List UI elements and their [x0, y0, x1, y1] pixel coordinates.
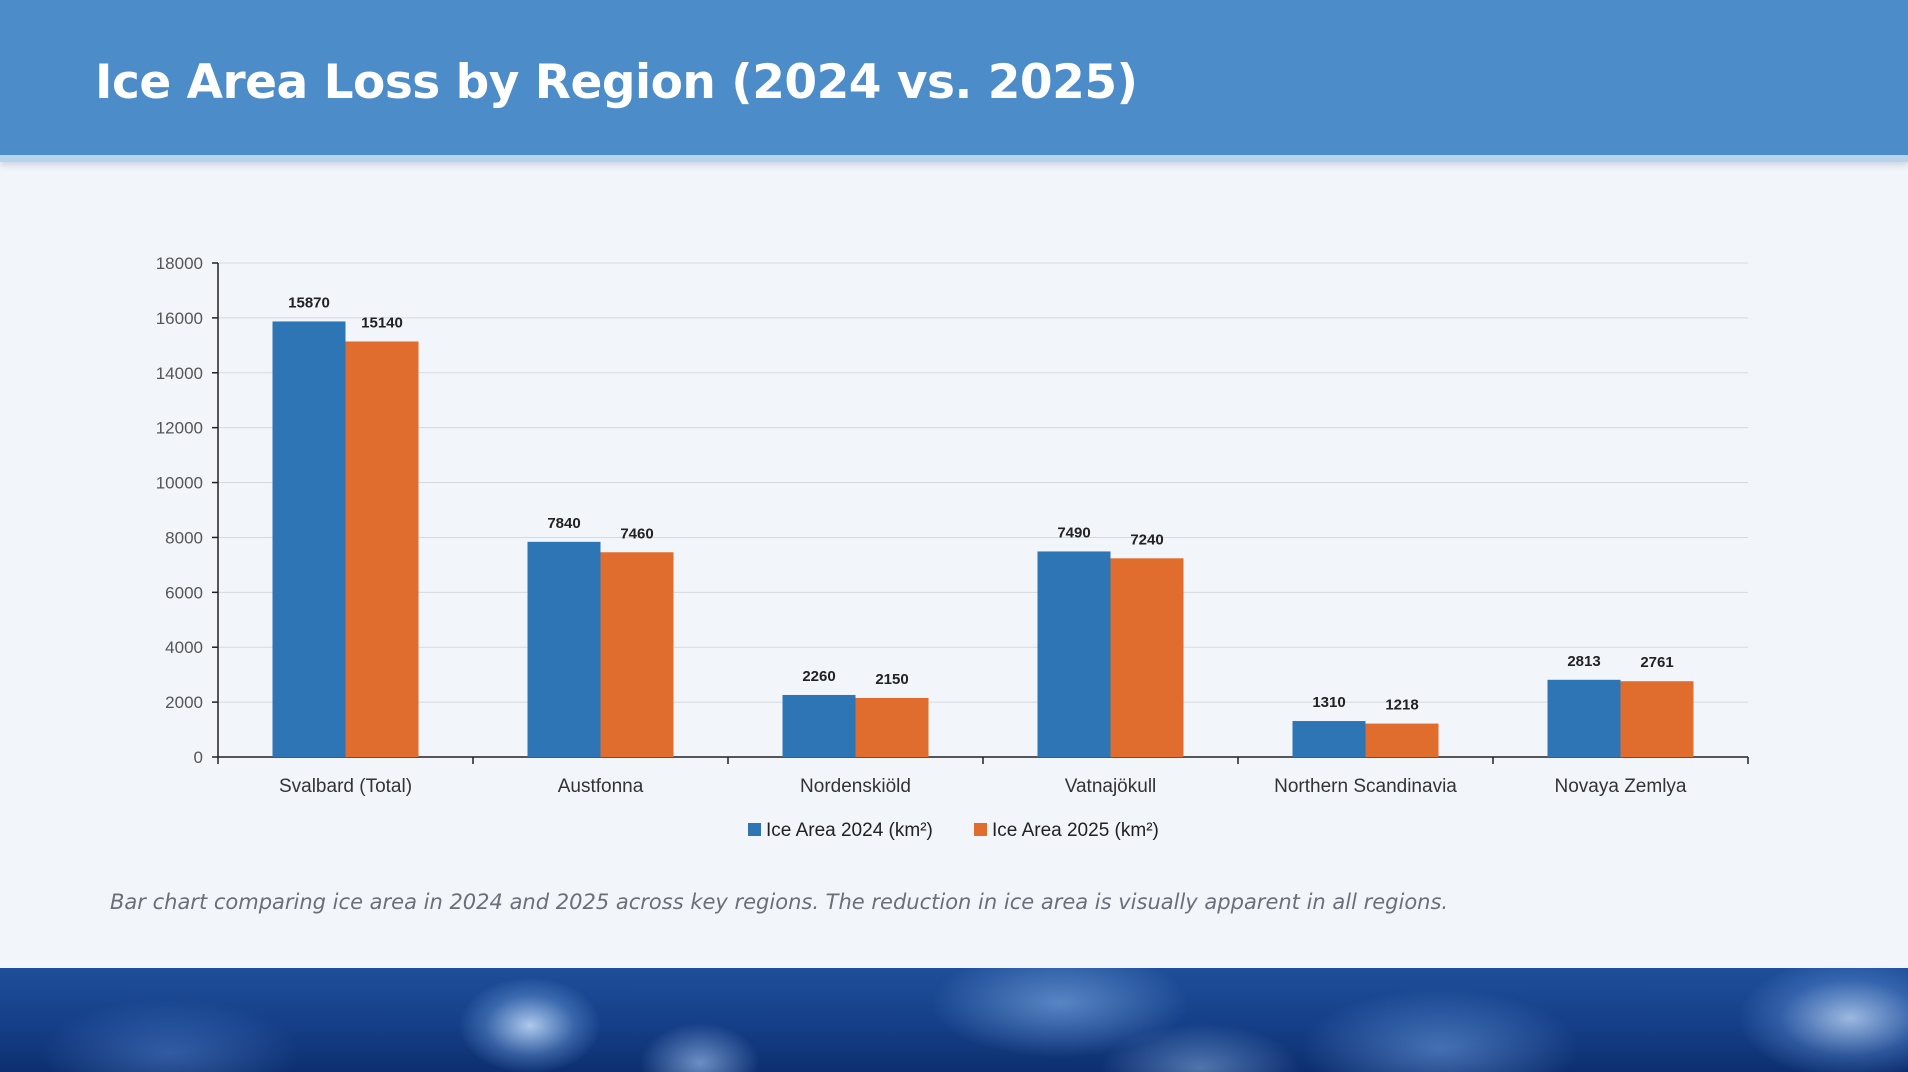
x-tick-label: Novaya Zemlya [1555, 776, 1687, 797]
y-tick-label: 4000 [165, 638, 203, 657]
legend-swatch-2024 [748, 823, 761, 836]
legend-swatch-2025 [974, 823, 987, 836]
x-tick-label: Northern Scandinavia [1274, 776, 1457, 797]
data-label: 2260 [802, 668, 835, 685]
bar-2024 [1037, 551, 1111, 757]
legend-label-2024: Ice Area 2024 (km²) [766, 820, 933, 841]
y-tick-label: 12000 [156, 419, 203, 438]
bar-2025 [1110, 558, 1184, 757]
x-tick-label: Nordenskiöld [800, 776, 911, 797]
y-tick-label: 2000 [165, 693, 203, 712]
x-tick-label: Vatnajökull [1065, 776, 1157, 797]
data-label: 7460 [620, 525, 653, 542]
y-tick-label: 8000 [165, 528, 203, 547]
bar-2024 [527, 541, 601, 757]
header-banner: Ice Area Loss by Region (2024 vs. 2025) [0, 0, 1908, 162]
bar-2025 [855, 697, 929, 757]
data-label: 7490 [1057, 524, 1090, 541]
page-title: Ice Area Loss by Region (2024 vs. 2025) [95, 55, 1138, 110]
y-tick-label: 6000 [165, 583, 203, 602]
data-label: 2761 [1640, 654, 1673, 671]
y-tick-label: 10000 [156, 474, 203, 493]
data-label: 7840 [547, 515, 580, 532]
bar-2024 [1292, 721, 1366, 757]
data-label: 2813 [1567, 653, 1600, 670]
data-label: 1310 [1312, 694, 1345, 711]
legend-label-2025: Ice Area 2025 (km²) [992, 820, 1159, 841]
bar-2024 [272, 321, 346, 757]
y-tick-label: 0 [194, 748, 203, 767]
bar-2025 [1620, 681, 1694, 757]
bar-2024 [1547, 679, 1621, 757]
x-tick-label: Austfonna [558, 776, 644, 797]
footer-ice-image [0, 968, 1908, 1072]
chart-caption: Bar chart comparing ice area in 2024 and… [110, 890, 1449, 914]
y-tick-label: 16000 [156, 309, 203, 328]
data-label: 15870 [288, 294, 330, 311]
data-label: 7240 [1130, 531, 1163, 548]
bar-2025 [1365, 723, 1439, 757]
bar-2025 [345, 341, 419, 757]
bar-2024 [782, 694, 856, 757]
y-tick-label: 18000 [156, 254, 203, 273]
data-label: 15140 [361, 314, 403, 331]
x-tick-label: Svalbard (Total) [279, 776, 412, 797]
bar-chart: 0 2000 4000 6000 8000 10000 12000 14000 16000 180… [156, 254, 1749, 841]
data-label: 2150 [875, 671, 908, 688]
bar-2025 [600, 552, 674, 757]
data-label: 1218 [1385, 697, 1418, 714]
y-tick-label: 14000 [156, 364, 203, 383]
